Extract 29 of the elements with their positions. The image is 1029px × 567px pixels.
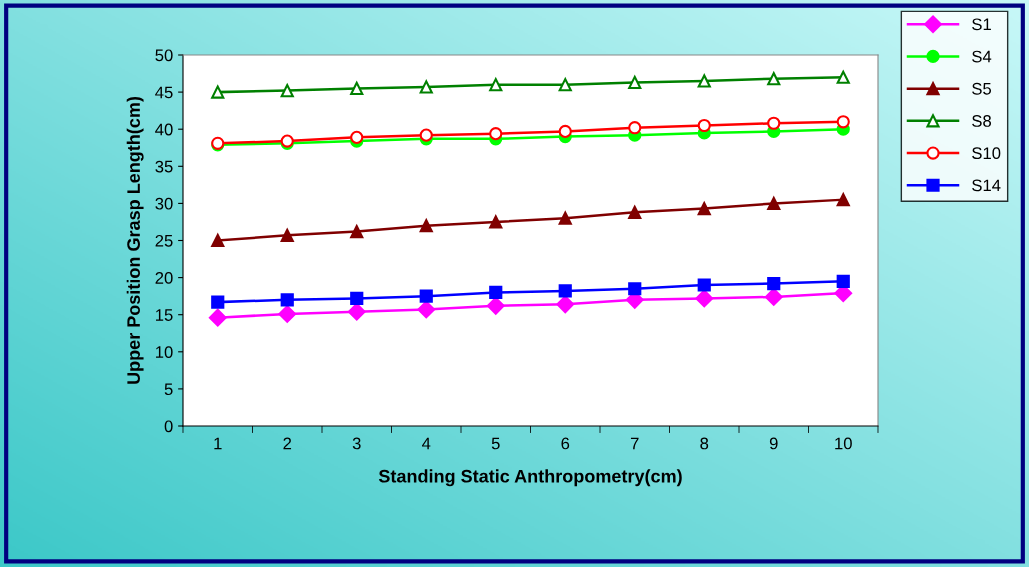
- x-tick-label: 10: [835, 437, 852, 450]
- y-tick-label: 30: [155, 197, 173, 210]
- y-tick-label: 10: [156, 346, 173, 358]
- x-tick-label: 9: [769, 437, 778, 450]
- x-tick-label: 4: [422, 437, 431, 450]
- x-tick-label: 5: [491, 437, 500, 450]
- x-tick-label: 6: [561, 437, 570, 450]
- y-tick-label: 5: [164, 383, 173, 396]
- y-tick-label: 25: [155, 234, 173, 247]
- y-tick-label: 0: [164, 420, 173, 433]
- y-tick-label: 15: [156, 309, 173, 321]
- y-axis-title: Upper Position Grasp Length(cm): [126, 96, 144, 384]
- y-tick-label: 45: [155, 86, 173, 99]
- x-axis-title: Standing Static Anthropometry(cm): [378, 469, 682, 487]
- x-tick-label: 7: [630, 437, 639, 450]
- x-tick-label: 2: [283, 437, 292, 450]
- x-tick-label: 1: [214, 437, 222, 450]
- legend-label: S5: [972, 82, 992, 95]
- x-tick-label: 8: [700, 437, 709, 450]
- legend-label: S10: [972, 147, 1001, 160]
- legend-label: S8: [972, 115, 992, 127]
- x-tick-label: 3: [352, 437, 361, 450]
- legend-label: S1: [972, 18, 991, 31]
- legend-label: S14: [972, 179, 1001, 192]
- legend-label: S4: [972, 50, 992, 63]
- y-tick-label: 50: [155, 49, 173, 62]
- y-tick-label: 35: [155, 160, 173, 173]
- y-tick-label: 40: [155, 123, 173, 136]
- y-tick-label: 20: [155, 272, 173, 284]
